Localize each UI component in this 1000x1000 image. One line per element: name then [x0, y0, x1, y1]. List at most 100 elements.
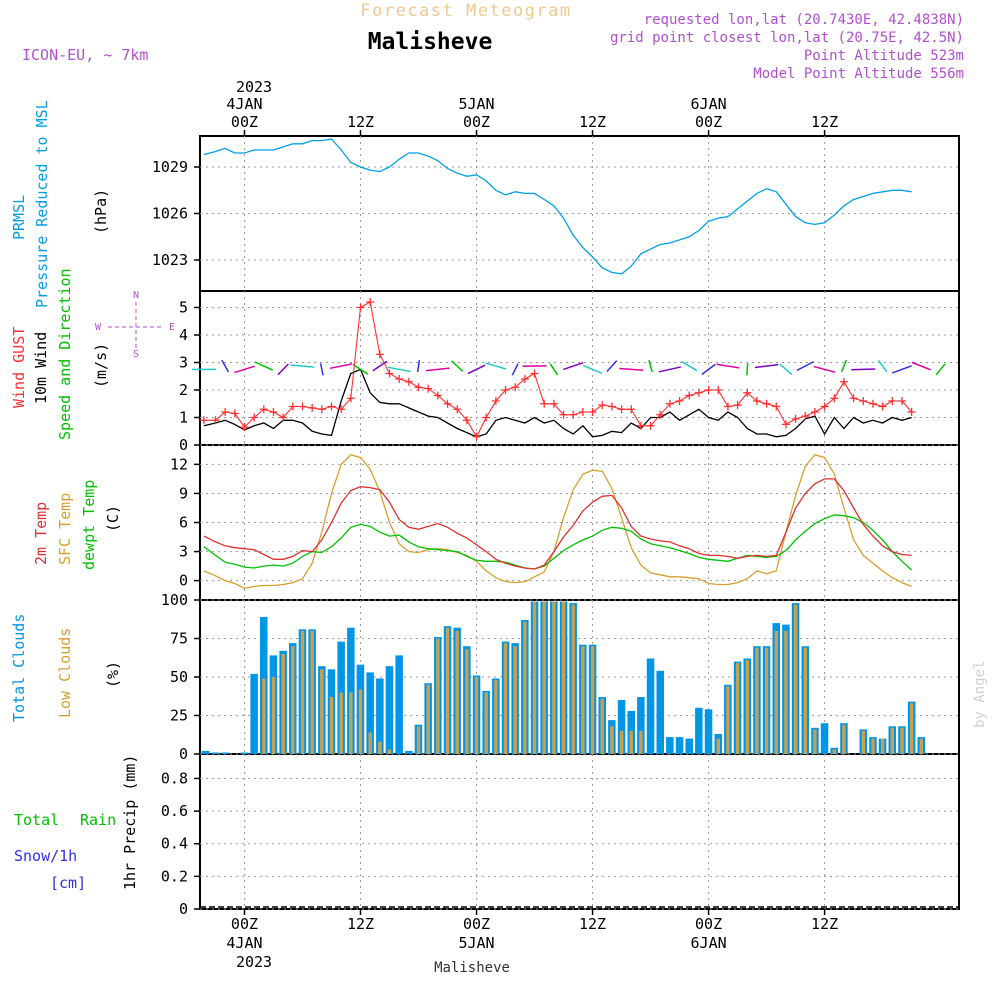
total-clouds-bar: [666, 737, 674, 754]
wind-gust-point: [511, 383, 520, 392]
low-clouds-bar: [639, 730, 643, 754]
wind-gust-point: [617, 405, 626, 414]
low-clouds-bar: [552, 601, 556, 754]
compass-e: E: [169, 322, 175, 333]
wind-ytick-label: 4: [179, 326, 188, 344]
wind-gust-point: [578, 408, 587, 416]
clouds-ytick-label: 100: [161, 591, 188, 609]
wind-gust-point: [433, 391, 442, 400]
wind-gust-point: [240, 423, 249, 432]
pressure-ytick-label: 1026: [152, 205, 188, 223]
wind-gust-point: [356, 303, 365, 312]
low-clouds-bar: [455, 630, 459, 754]
top-hour-label: 00Z: [463, 113, 490, 131]
wind-direction-arrow: [648, 359, 653, 373]
low-clouds-bar: [494, 680, 498, 754]
wind-direction-arrow: [290, 364, 315, 368]
wind-gust-point: [501, 386, 510, 394]
top-year-label: 2023: [236, 78, 272, 96]
top-hour-label: 00Z: [695, 113, 722, 131]
wind-gust-point: [569, 410, 578, 419]
clouds-ytick-label: 75: [170, 630, 188, 648]
total-clouds-bar: [240, 752, 249, 754]
total-clouds-bar: [704, 709, 713, 754]
wind-ytick-label: 1: [179, 409, 188, 427]
low-clouds-bar: [503, 643, 508, 754]
wind-direction-arrow: [877, 359, 888, 373]
wind-gust-point: [733, 401, 742, 410]
low-clouds-bar: [320, 669, 324, 754]
low-clouds-bar: [900, 727, 904, 754]
pressure-ytick-label: 1029: [152, 158, 188, 176]
wind-gust-point: [627, 405, 636, 414]
wind-gust-point: [888, 397, 897, 405]
sfc-temp-series-line: [203, 453, 912, 590]
wind-direction-arrow: [451, 360, 464, 372]
wind-direction-arrow: [352, 364, 369, 375]
temp-ytick-label: 12: [170, 455, 188, 473]
low-clouds-bar: [329, 697, 334, 754]
footer-location: Malisheve: [434, 960, 510, 976]
wind-gust-point: [259, 405, 268, 414]
wind-gust-point: [520, 375, 529, 383]
wind-gust-point: [830, 394, 839, 403]
wind-gust-point: [762, 399, 771, 408]
wind-gust-point: [588, 408, 597, 416]
top-hour-label: 12Z: [811, 113, 838, 131]
top-hour-label: 00Z: [231, 113, 258, 131]
total-clouds-bar: [366, 672, 374, 754]
wind-direction-arrow: [716, 363, 740, 369]
low-clouds-bar: [842, 724, 846, 754]
low-clouds-bar: [745, 660, 749, 754]
total-clouds-bar: [221, 752, 229, 754]
wind-gust-point: [443, 399, 452, 408]
wind-gust-point: [549, 399, 558, 408]
low-clouds-bar: [735, 663, 740, 754]
temp-label-sfc: SFC Temp: [56, 493, 74, 565]
pressure-label-msl: Pressure Reduced to MSL: [33, 100, 51, 308]
low-clouds-bar: [600, 698, 604, 754]
wind-10m-series-line: [203, 368, 912, 438]
low-clouds-bar: [349, 692, 353, 754]
low-clouds-bar: [619, 730, 624, 754]
dewpt-temp-series-line: [203, 514, 913, 571]
compass-w: W: [95, 322, 102, 333]
top-day-label: 4JAN: [226, 95, 262, 113]
wind-direction-arrow: [372, 360, 388, 372]
low-clouds-bar: [561, 601, 566, 754]
wind-gust-point: [298, 402, 307, 411]
temp-unit: (C): [104, 505, 122, 532]
pressure-unit: (hPa): [92, 189, 110, 234]
data-layer: [192, 138, 959, 908]
wind-direction-arrow: [387, 366, 411, 373]
low-clouds-bar: [581, 646, 585, 754]
clouds-ytick-label: 25: [170, 707, 188, 725]
wind-gust-point: [907, 408, 916, 416]
low-clouds-bar: [774, 630, 778, 754]
prmsl-series-line: [203, 138, 912, 275]
low-clouds-bar: [880, 738, 885, 754]
wind-gust-point: [395, 375, 404, 383]
wind-direction-arrow: [911, 361, 932, 371]
wind-direction-arrow: [658, 366, 682, 373]
precip-ytick-label: 0.4: [161, 835, 188, 853]
wind-gust-point: [878, 402, 887, 411]
temp-ytick-label: 6: [179, 514, 188, 532]
wind-gust-point: [743, 388, 752, 397]
precip-label-snow: Snow/1h: [14, 847, 77, 865]
total-clouds-bar: [617, 700, 626, 754]
pressure-label-prmsl: PRMSL: [10, 195, 28, 240]
low-clouds-bar: [716, 738, 720, 754]
top-hour-label: 12Z: [579, 113, 606, 131]
wind-gust-point: [472, 432, 481, 441]
wind-direction-arrow: [426, 367, 450, 372]
precip-label-rain: Rain: [80, 811, 116, 829]
wind-direction-arrow: [619, 367, 644, 371]
low-clouds-bar: [919, 738, 923, 754]
wind-label-gust: Wind GUST: [10, 327, 28, 408]
wind-gust-point: [414, 383, 423, 392]
total-clouds-bar: [820, 723, 829, 754]
wind-gust-point: [656, 410, 665, 419]
low-clouds-bar: [629, 730, 633, 754]
